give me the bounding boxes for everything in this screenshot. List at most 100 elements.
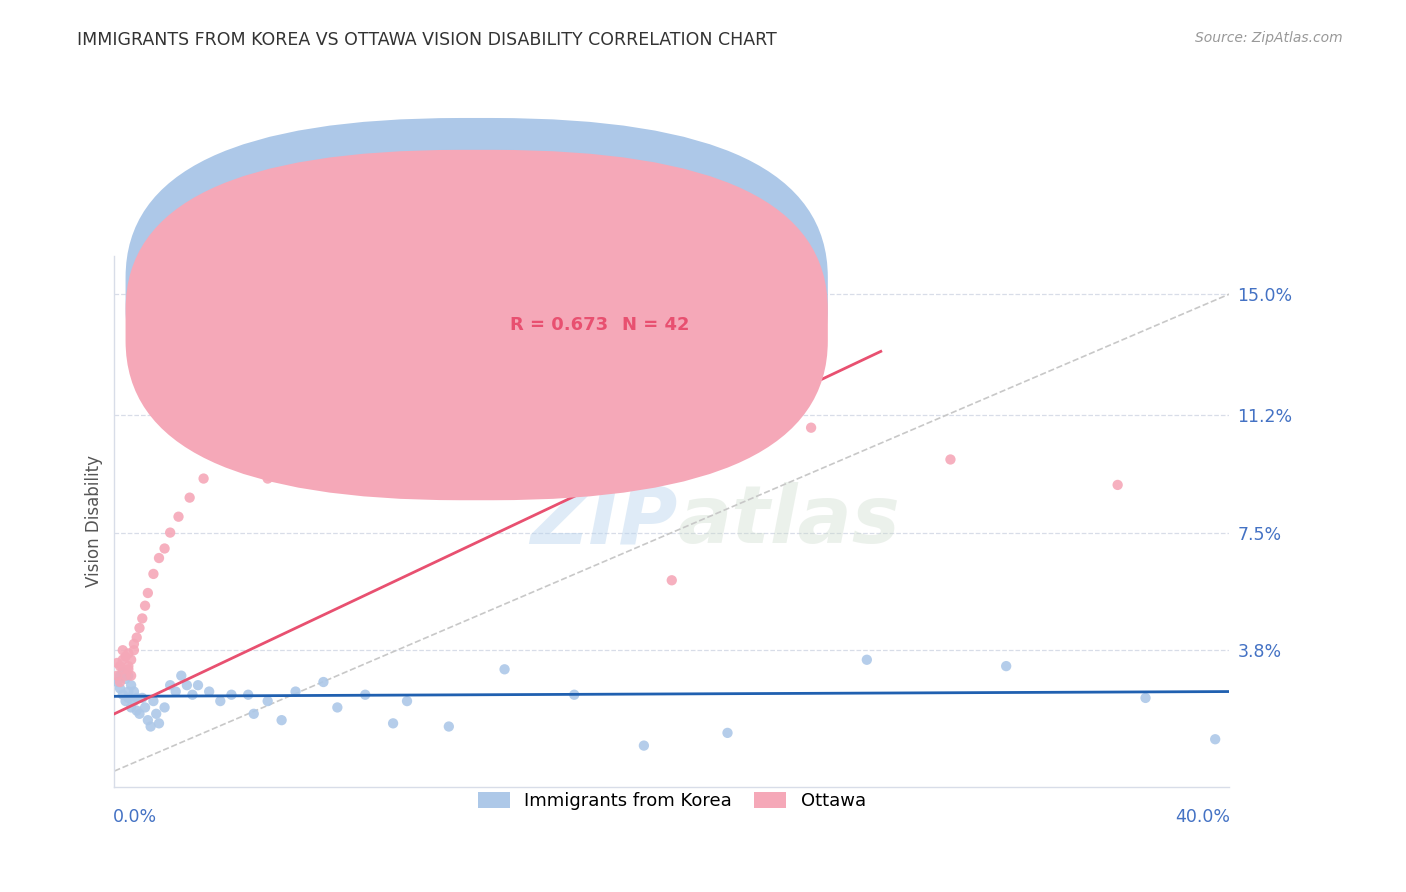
FancyBboxPatch shape (125, 118, 828, 468)
Point (105, 668, 128, 682)
Point (409, 376, 432, 391)
Point (111, 665, 134, 680)
Point (494, 662, 516, 676)
Point (382, 716, 405, 731)
Point (120, 653, 142, 667)
Point (125, 631, 148, 645)
Text: N = 53: N = 53 (621, 285, 689, 302)
Point (114, 672, 136, 686)
Point (114, 649, 136, 664)
Point (284, 440, 307, 454)
Point (153, 541, 176, 556)
Point (326, 700, 349, 714)
Point (114, 668, 136, 682)
Point (111, 688, 134, 702)
Point (170, 668, 193, 682)
Point (800, 420, 823, 434)
Point (117, 662, 139, 676)
Point (111, 643, 134, 657)
Point (105, 675, 128, 690)
Point (131, 611, 153, 625)
Point (238, 688, 260, 702)
Text: ZIP: ZIP (530, 483, 678, 560)
Point (465, 478, 488, 492)
FancyBboxPatch shape (125, 150, 828, 500)
Point (122, 643, 145, 657)
Point (128, 706, 150, 721)
Point (256, 694, 278, 708)
Point (122, 694, 145, 708)
Text: Source: ZipAtlas.com: Source: ZipAtlas.com (1195, 31, 1343, 45)
Point (108, 675, 131, 690)
Point (256, 471, 278, 485)
Point (117, 684, 139, 698)
Point (148, 716, 170, 731)
Point (142, 694, 165, 708)
Point (176, 678, 198, 692)
Legend: Immigrants from Korea, Ottawa: Immigrants from Korea, Ottawa (471, 785, 873, 818)
Point (221, 688, 243, 702)
Point (1107, 478, 1129, 492)
Point (125, 704, 148, 718)
Point (229, 389, 252, 403)
Point (198, 684, 221, 698)
Point (117, 659, 139, 673)
Point (136, 713, 159, 727)
Point (661, 574, 683, 588)
Point (114, 694, 136, 708)
Point (134, 599, 156, 613)
Point (209, 694, 232, 708)
Point (187, 678, 209, 692)
Text: R = 0.673: R = 0.673 (510, 316, 609, 334)
Point (995, 659, 1018, 673)
Point (134, 700, 156, 714)
Text: R = 0.051: R = 0.051 (510, 285, 609, 302)
Point (120, 700, 142, 714)
Y-axis label: Vision Disability: Vision Disability (86, 456, 103, 588)
Point (939, 452, 962, 467)
Point (856, 653, 879, 667)
Point (1135, 690, 1157, 705)
Point (395, 694, 418, 708)
Point (340, 430, 363, 444)
Point (136, 586, 159, 600)
Point (108, 659, 131, 673)
Text: atlas: atlas (678, 483, 900, 560)
Point (108, 681, 131, 696)
Point (122, 684, 145, 698)
Point (122, 637, 145, 651)
Point (633, 739, 655, 753)
Point (159, 678, 181, 692)
Text: 0.0%: 0.0% (114, 808, 157, 826)
Point (270, 713, 292, 727)
Point (145, 706, 167, 721)
Point (153, 700, 176, 714)
Point (312, 675, 335, 690)
Point (117, 668, 139, 682)
Point (716, 726, 738, 740)
Point (165, 684, 187, 698)
Point (120, 678, 142, 692)
Point (179, 491, 201, 505)
Point (128, 621, 150, 635)
Text: N = 42: N = 42 (621, 316, 689, 334)
FancyBboxPatch shape (432, 261, 744, 354)
Point (550, 430, 572, 444)
Point (167, 509, 190, 524)
Point (148, 551, 170, 566)
Point (181, 688, 204, 702)
Point (105, 656, 128, 670)
Point (159, 525, 181, 540)
Point (131, 690, 153, 705)
Point (284, 684, 307, 698)
Point (1204, 732, 1226, 747)
Point (354, 688, 377, 702)
Point (142, 566, 165, 581)
Point (437, 719, 460, 733)
Point (193, 471, 215, 485)
Text: IMMIGRANTS FROM KOREA VS OTTAWA VISION DISABILITY CORRELATION CHART: IMMIGRANTS FROM KOREA VS OTTAWA VISION D… (77, 31, 778, 49)
Point (242, 706, 264, 721)
Point (120, 668, 142, 682)
Point (111, 662, 134, 676)
Point (117, 647, 139, 661)
